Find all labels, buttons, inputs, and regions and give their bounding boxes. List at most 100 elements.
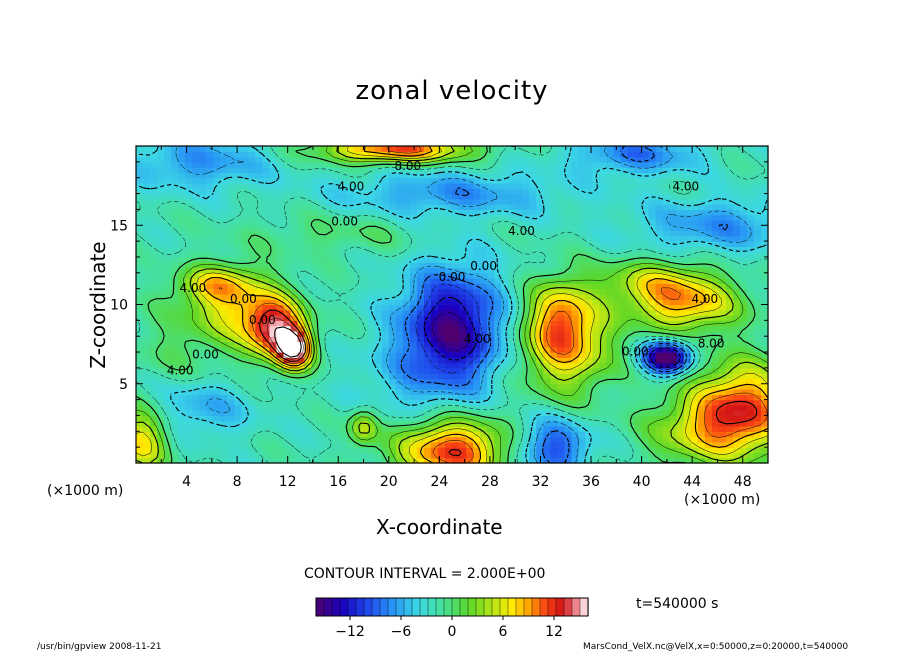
field-cell <box>185 404 193 411</box>
field-cell <box>648 182 657 189</box>
field-cell <box>164 373 172 380</box>
field-cell <box>143 167 151 174</box>
field-cell <box>297 214 306 221</box>
field-cell <box>227 309 235 316</box>
field-cell <box>248 426 256 432</box>
field-cell <box>402 367 411 374</box>
field-cell <box>374 394 383 401</box>
field-cell <box>234 198 242 205</box>
field-cell <box>578 420 587 427</box>
field-cell <box>466 267 474 274</box>
field-cell <box>508 410 516 417</box>
field-cell <box>234 209 242 216</box>
field-cell <box>711 283 720 290</box>
field-cell <box>690 209 699 216</box>
field-cell <box>206 251 214 258</box>
field-cell <box>304 283 313 290</box>
field-cell <box>255 272 263 279</box>
field-cell <box>711 246 720 253</box>
field-cell <box>185 283 193 290</box>
field-cell <box>718 198 727 205</box>
field-cell <box>395 394 404 401</box>
field-cell <box>311 352 320 358</box>
field-cell <box>430 457 439 464</box>
field-cell <box>388 362 397 369</box>
field-cell <box>269 404 278 411</box>
field-cell <box>353 404 362 411</box>
field-cell <box>283 346 292 353</box>
field-cell <box>760 315 769 321</box>
field-cell <box>395 251 404 258</box>
field-cell <box>339 293 348 300</box>
field-cell <box>522 251 530 258</box>
field-cell <box>444 373 453 380</box>
field-cell <box>241 315 249 321</box>
field-cell <box>585 288 594 295</box>
field-cell <box>648 283 657 290</box>
field-cell <box>697 325 706 332</box>
field-cell <box>332 404 341 411</box>
field-cell <box>346 288 355 295</box>
field-cell <box>192 288 200 295</box>
field-cell <box>157 441 165 448</box>
field-cell <box>494 193 502 200</box>
field-cell <box>318 394 327 401</box>
field-cell <box>227 267 235 274</box>
field-cell <box>704 241 713 247</box>
field-cell <box>627 426 636 432</box>
field-cell <box>704 410 713 417</box>
field-cell <box>423 315 432 321</box>
field-cell <box>571 341 579 348</box>
field-cell <box>332 230 341 237</box>
field-cell <box>753 389 762 395</box>
field-cell <box>522 283 530 290</box>
field-cell <box>585 214 594 221</box>
field-cell <box>522 352 530 358</box>
field-cell <box>473 452 481 459</box>
field-cell <box>276 235 285 242</box>
field-cell <box>697 188 706 195</box>
field-cell <box>599 315 608 321</box>
field-cell <box>592 441 601 448</box>
field-cell <box>241 404 249 411</box>
field-cell <box>444 431 453 438</box>
field-cell <box>185 383 193 390</box>
field-cell <box>276 278 285 284</box>
field-cell <box>662 193 671 200</box>
field-cell <box>304 214 313 221</box>
field-cell <box>452 362 460 369</box>
field-cell <box>241 219 249 226</box>
field-cell <box>304 256 313 263</box>
field-cell <box>164 272 172 279</box>
field-cell <box>494 394 502 401</box>
field-cell <box>297 447 306 454</box>
field-cell <box>613 436 622 443</box>
field-cell <box>178 441 186 448</box>
field-cell <box>353 204 362 210</box>
field-cell <box>585 352 594 358</box>
field-cell <box>290 272 299 279</box>
field-cell <box>255 410 263 417</box>
field-cell <box>522 336 530 343</box>
field-cell <box>620 399 629 406</box>
field-cell <box>466 452 474 459</box>
field-cell <box>599 246 608 253</box>
field-cell <box>353 330 362 337</box>
field-cell <box>304 267 313 274</box>
field-cell <box>669 209 678 216</box>
field-cell <box>466 325 474 332</box>
field-cell <box>627 441 636 448</box>
field-cell <box>297 436 306 443</box>
field-cell <box>557 336 565 343</box>
field-cell <box>718 325 727 332</box>
field-cell <box>206 341 214 348</box>
field-cell <box>753 246 762 253</box>
field-cell <box>585 457 594 464</box>
field-cell <box>473 251 481 258</box>
field-cell <box>430 410 439 417</box>
field-cell <box>662 278 671 284</box>
field-cell <box>522 278 530 284</box>
field-cell <box>536 431 544 438</box>
field-cell <box>227 172 235 179</box>
field-cell <box>311 304 320 311</box>
